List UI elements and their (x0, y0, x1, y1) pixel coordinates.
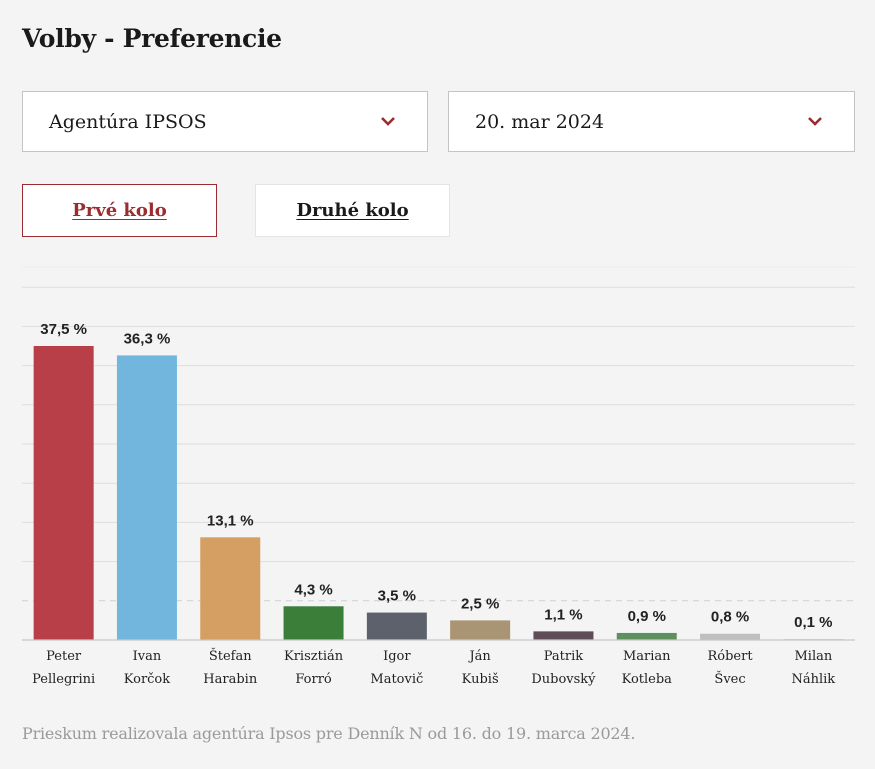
bar (200, 537, 261, 640)
category-label: Patrik (544, 649, 584, 664)
category-label: Marian (623, 649, 671, 664)
category-label: Kubiš (462, 672, 499, 687)
bar (366, 612, 427, 640)
source-note: Prieskum realizovala agentúra Ipsos pre … (22, 724, 636, 743)
agency-select-value: Agentúra IPSOS (49, 111, 207, 133)
bar (616, 632, 677, 640)
category-label: Dubovský (531, 672, 596, 687)
data-label: 2,5 % (461, 595, 499, 612)
chevron-down-icon (381, 117, 395, 126)
category-label: Igor (383, 649, 411, 664)
category-label: Milan (794, 649, 832, 664)
category-label: Kotleba (622, 672, 673, 687)
data-label: 1,1 % (544, 606, 582, 623)
agency-select[interactable]: Agentúra IPSOS (22, 91, 428, 152)
category-label: Harabin (203, 672, 258, 687)
category-label: Pellegrini (32, 672, 95, 687)
category-label: Matovič (370, 672, 423, 687)
bar (700, 633, 761, 640)
date-select-value: 20. mar 2024 (475, 111, 605, 133)
chevron-down-icon (808, 117, 822, 126)
bar-chart: 37,5 % Peter Pellegrini 36,3 % Ivan Korčok 13,… (22, 266, 855, 687)
bar (33, 346, 94, 640)
category-label: Krisztián (284, 649, 344, 664)
category-label: Švec (714, 670, 745, 687)
date-select[interactable]: 20. mar 2024 (448, 91, 855, 152)
data-label: 13,1 % (207, 512, 254, 529)
bar (533, 631, 594, 640)
category-label: Korčok (124, 672, 171, 687)
category-label: Štefan (209, 647, 252, 664)
category-label: Náhlik (791, 672, 835, 687)
tab-first-round[interactable]: Prvé kolo (22, 184, 217, 237)
data-label: 37,5 % (40, 321, 87, 338)
data-label: 3,5 % (378, 588, 416, 605)
data-label: 0,1 % (794, 614, 832, 631)
data-label: 36,3 % (124, 330, 171, 347)
category-label: Ján (467, 649, 491, 664)
bar (450, 620, 511, 640)
page-title: Volby - Preferencie (22, 24, 282, 53)
data-label: 0,8 % (711, 609, 749, 626)
category-label: Róbert (708, 649, 754, 664)
data-label: 0,9 % (628, 608, 666, 625)
tab-second-round[interactable]: Druhé kolo (255, 184, 450, 237)
bar (283, 606, 344, 640)
category-label: Peter (46, 649, 82, 664)
bar (116, 355, 177, 640)
data-label: 4,3 % (294, 581, 332, 598)
category-label: Forró (295, 672, 332, 687)
category-label: Ivan (133, 649, 162, 664)
